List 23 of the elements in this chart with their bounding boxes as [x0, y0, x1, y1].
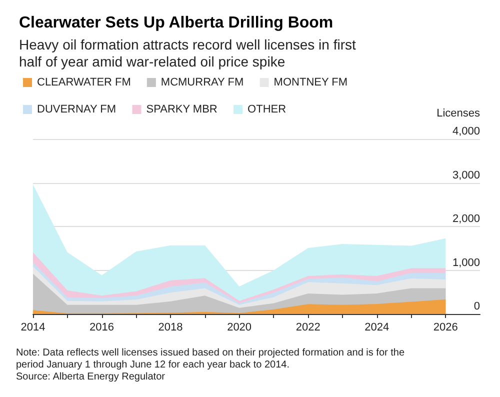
y-tick-label: 0 — [474, 300, 480, 312]
y-tick-label: 4,000 — [452, 126, 480, 138]
x-tick-label: 2018 — [158, 322, 183, 334]
chart-subtitle: Heavy oil formation attracts record well licenses in first half of year amid war-related oil price spike — [19, 36, 356, 70]
text: Note: Data reflects well licenses issued based on their projected formation and is for the period January 1 through June 12 for each year back to 2014. — [16, 348, 405, 370]
source-note: Source: Alberta Energy Regulator — [16, 372, 166, 382]
y-tick-label: 2,000 — [452, 213, 480, 225]
chart-title: Clearwater Sets Up Alberta Drilling Boom — [19, 14, 334, 32]
x-tick-label: 2022 — [296, 322, 320, 334]
x-tick-label: 2020 — [227, 322, 252, 334]
x-tick-label: 2014 — [20, 322, 46, 334]
x-tick-label: 2024 — [364, 322, 390, 334]
y-tick-label: 1,000 — [452, 256, 480, 269]
legend-label: CLEARWATER FM — [37, 76, 131, 88]
y-tick-label: 3,000 — [452, 169, 480, 182]
legend-label: SPARKY MBR — [146, 104, 218, 116]
x-tick-label: 2016 — [90, 322, 114, 334]
x-tick-label: 2026 — [433, 322, 458, 334]
legend-label: MCMURRAY FM — [160, 76, 244, 88]
y-axis-title: Licenses — [436, 108, 480, 120]
legend-label: OTHER — [248, 104, 286, 116]
legend-label: MONTNEY FM — [274, 76, 348, 88]
legend-label: DUVERNAY FM — [37, 104, 116, 116]
